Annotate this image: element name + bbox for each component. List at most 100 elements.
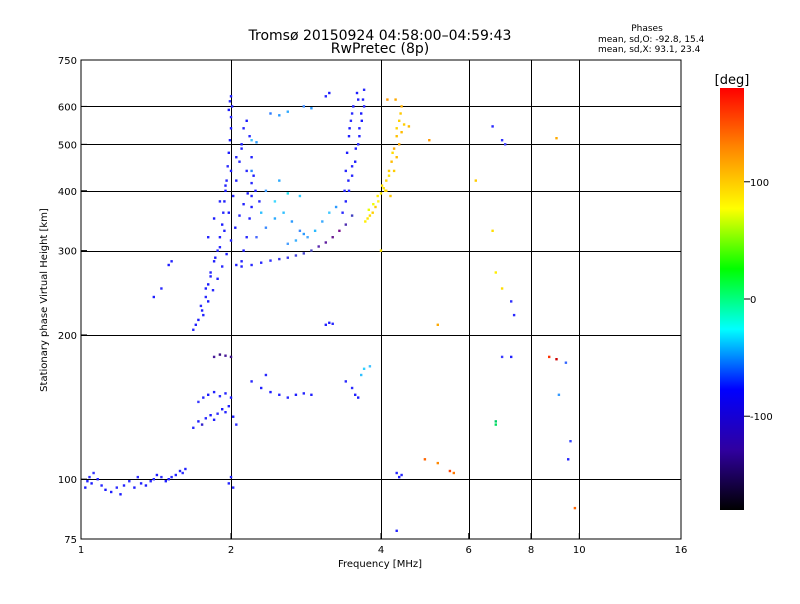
- grid: [81, 60, 681, 539]
- data-point: [229, 127, 233, 130]
- data-point: [385, 179, 388, 182]
- data-point: [392, 169, 396, 173]
- data-point: [374, 205, 377, 209]
- data-point: [227, 405, 230, 408]
- data-point: [500, 287, 504, 290]
- data-point: [302, 392, 305, 395]
- data-point: [278, 114, 281, 117]
- data-point: [202, 396, 205, 399]
- data-point: [360, 112, 363, 115]
- data-point: [122, 484, 126, 487]
- data-point: [269, 259, 272, 262]
- data-point: [286, 110, 289, 113]
- data-point: [358, 135, 361, 138]
- data-point: [235, 179, 238, 182]
- data-point: [494, 423, 497, 426]
- data-point: [229, 95, 233, 98]
- data-point: [104, 488, 107, 491]
- data-point: [491, 125, 494, 128]
- data-point: [367, 208, 370, 211]
- data-point: [360, 119, 363, 122]
- data-point: [344, 200, 347, 203]
- data-point: [512, 313, 516, 317]
- data-point: [197, 318, 200, 322]
- data-point: [395, 529, 398, 532]
- data-point: [349, 119, 353, 122]
- data-point: [358, 127, 361, 130]
- data-point: [347, 189, 351, 192]
- data-point: [178, 469, 182, 473]
- data-point: [310, 249, 313, 252]
- data-point: [92, 471, 95, 475]
- data-point: [354, 160, 357, 163]
- data-point: [376, 194, 379, 198]
- data-point: [164, 480, 167, 483]
- data-point: [436, 323, 439, 326]
- data-point: [209, 414, 212, 417]
- data-point: [221, 265, 224, 268]
- data-point: [278, 257, 281, 261]
- data-point: [379, 192, 383, 195]
- data-point: [400, 473, 403, 477]
- data-point: [197, 420, 200, 423]
- data-point: [184, 467, 187, 471]
- data-point: [167, 478, 170, 481]
- data-point: [399, 112, 402, 115]
- data-point: [302, 252, 305, 255]
- data-point: [167, 263, 170, 267]
- data-point: [282, 211, 285, 214]
- data-point: [377, 200, 380, 203]
- colorbar: [deg] 100 0 -100: [715, 73, 773, 510]
- phases-mean-o: mean, sd,O: -92.8, 15.4: [598, 35, 705, 45]
- data-point: [260, 386, 263, 390]
- data-point: [324, 95, 327, 98]
- data-point: [324, 323, 327, 326]
- data-point: [192, 328, 195, 331]
- data-point: [218, 395, 222, 398]
- data-point: [386, 98, 389, 101]
- data-point: [372, 203, 375, 206]
- data-point: [555, 137, 558, 140]
- data-point: [230, 105, 234, 108]
- data-point: [294, 393, 298, 396]
- data-point: [224, 411, 227, 414]
- data-point: [235, 263, 238, 267]
- data-point: [250, 205, 253, 209]
- data-point: [88, 475, 91, 479]
- data-point: [238, 214, 241, 217]
- data-point: [250, 194, 253, 198]
- data-point: [229, 239, 233, 242]
- data-point: [245, 169, 248, 173]
- data-point: [227, 211, 230, 214]
- data-point: [200, 423, 204, 426]
- x-tick-label: 16: [675, 545, 688, 556]
- data-point: [250, 156, 253, 159]
- data-point: [246, 192, 249, 195]
- data-point: [298, 229, 302, 232]
- data-point: [96, 478, 99, 481]
- chart-subtitle: RwPretec (8p): [331, 41, 429, 57]
- colorbar-ticks: 100 0 -100: [744, 178, 773, 423]
- data-point: [379, 249, 383, 252]
- colorbar-tick-label: -100: [750, 412, 773, 423]
- data-point: [86, 480, 89, 483]
- data-point: [298, 194, 302, 198]
- data-point: [216, 277, 219, 280]
- data-point: [202, 313, 205, 317]
- data-point: [354, 393, 357, 396]
- data-point: [494, 420, 497, 423]
- data-point: [395, 471, 398, 475]
- phases-heading: Phases: [631, 24, 663, 34]
- data-point: [557, 393, 561, 396]
- data-point: [84, 486, 87, 489]
- y-tick-label: 300: [58, 247, 77, 258]
- data-point: [331, 236, 334, 239]
- data-point: [313, 229, 317, 232]
- data-point: [392, 147, 396, 150]
- data-point: [395, 156, 398, 159]
- plot-area: [80, 59, 682, 540]
- data-point: [400, 131, 403, 134]
- data-point: [294, 254, 298, 257]
- data-point: [194, 323, 197, 326]
- data-point: [278, 393, 281, 396]
